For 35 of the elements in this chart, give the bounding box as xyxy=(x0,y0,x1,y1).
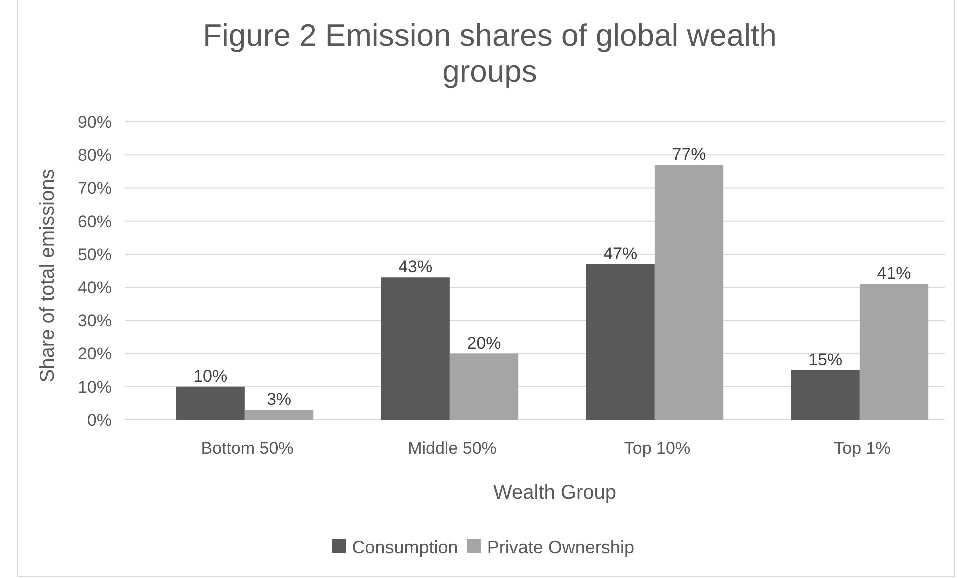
x-tick-label: Middle 50% xyxy=(408,439,497,458)
data-label: 77% xyxy=(672,145,706,164)
x-tick-label: Bottom 50% xyxy=(201,439,294,458)
data-label: 20% xyxy=(467,334,502,353)
chart-title: Figure 2 Emission shares of global wealth groups xyxy=(203,18,777,89)
bar xyxy=(654,165,724,420)
y-tick-label: 70% xyxy=(78,179,112,198)
data-label: 43% xyxy=(398,258,433,277)
bar xyxy=(450,354,519,420)
data-label: 47% xyxy=(604,244,638,264)
y-tick-label: 0% xyxy=(87,410,112,430)
data-label: 41% xyxy=(877,264,912,284)
data-label: 3% xyxy=(266,390,292,410)
y-tick-label: 80% xyxy=(78,146,112,166)
y-axis-title: Share of total emissions xyxy=(37,169,59,383)
y-tick-label: 40% xyxy=(78,278,112,298)
bar xyxy=(244,410,314,420)
bar xyxy=(860,284,929,420)
x-axis-title: Wealth Group xyxy=(493,482,617,504)
bar xyxy=(176,386,245,420)
bar xyxy=(381,278,450,420)
y-tick-label: 20% xyxy=(78,344,112,364)
bar xyxy=(586,264,655,420)
y-tick-label: 60% xyxy=(78,212,112,232)
y-tick-label: 30% xyxy=(78,312,112,331)
data-label: 15% xyxy=(808,350,843,370)
y-tick-label: 90% xyxy=(78,112,112,132)
bar xyxy=(791,370,860,420)
legend-label: Consumption xyxy=(352,537,458,558)
y-tick-label: 10% xyxy=(78,378,112,397)
x-tick-label: Top 10% xyxy=(624,439,691,458)
data-label: 10% xyxy=(194,366,228,386)
x-tick-label: Top 1% xyxy=(834,439,891,458)
legend-label: Private Ownership xyxy=(487,537,634,558)
y-tick-label: 50% xyxy=(78,245,112,264)
